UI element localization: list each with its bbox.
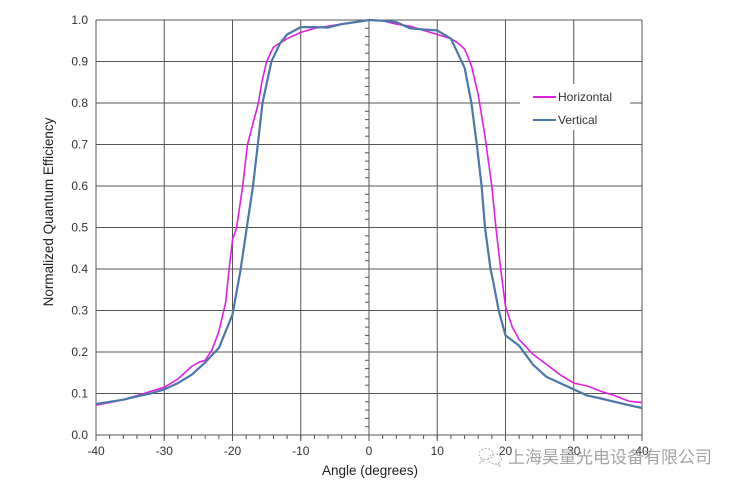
- x-tick-label: -10: [292, 444, 310, 458]
- x-tick-label: 0: [366, 444, 373, 458]
- x-tick-label: -20: [224, 444, 242, 458]
- legend-label-vertical: Vertical: [558, 113, 597, 127]
- y-tick-label: 0.7: [71, 138, 88, 152]
- x-tick-label: -30: [156, 444, 174, 458]
- watermark-text: 上海昊量光电设备有限公司: [508, 448, 712, 468]
- grid-lines: [95, 19, 643, 441]
- y-tick-label: 0.5: [71, 221, 88, 235]
- legend-label-horizontal: Horizontal: [558, 90, 612, 104]
- x-tick-label: 10: [431, 444, 445, 458]
- y-tick-labels: 0.0 0.1 0.2 0.3 0.4 0.5 0.6 0.7 0.8 0.9 1.0: [71, 13, 88, 442]
- legend-box: [520, 84, 630, 130]
- data-series: [95, 18, 643, 410]
- y-tick-label: 0.1: [71, 387, 88, 401]
- y-tick-label: 0.3: [71, 304, 88, 318]
- y-tick-label: 1.0: [71, 13, 88, 27]
- x-tick-label: 20: [499, 444, 513, 458]
- y-tick-label: 0.4: [71, 262, 88, 276]
- x-axis-title: Angle (degrees): [322, 463, 418, 478]
- minor-ticks: [95, 19, 643, 439]
- x-tick-labels: -40 -30 -20 -10 0 10 20 30 40: [87, 444, 649, 458]
- legend: Horizontal Vertical: [520, 84, 630, 130]
- y-tick-label: 0.8: [71, 96, 88, 110]
- y-axis-title: Normalized Quantum Efficiency: [41, 117, 56, 306]
- y-tick-label: 0.6: [71, 179, 88, 193]
- wechat-icon: [478, 448, 502, 468]
- x-tick-label: 40: [635, 444, 649, 458]
- x-tick-label: -40: [87, 444, 105, 458]
- y-tick-label: 0.2: [71, 345, 88, 359]
- series-line-vertical: [95, 18, 643, 410]
- watermark: 上海昊量光电设备有限公司: [478, 448, 712, 468]
- y-tick-label: 0.9: [71, 55, 88, 69]
- y-tick-label: 0.0: [71, 428, 88, 442]
- x-tick-label: 30: [567, 444, 581, 458]
